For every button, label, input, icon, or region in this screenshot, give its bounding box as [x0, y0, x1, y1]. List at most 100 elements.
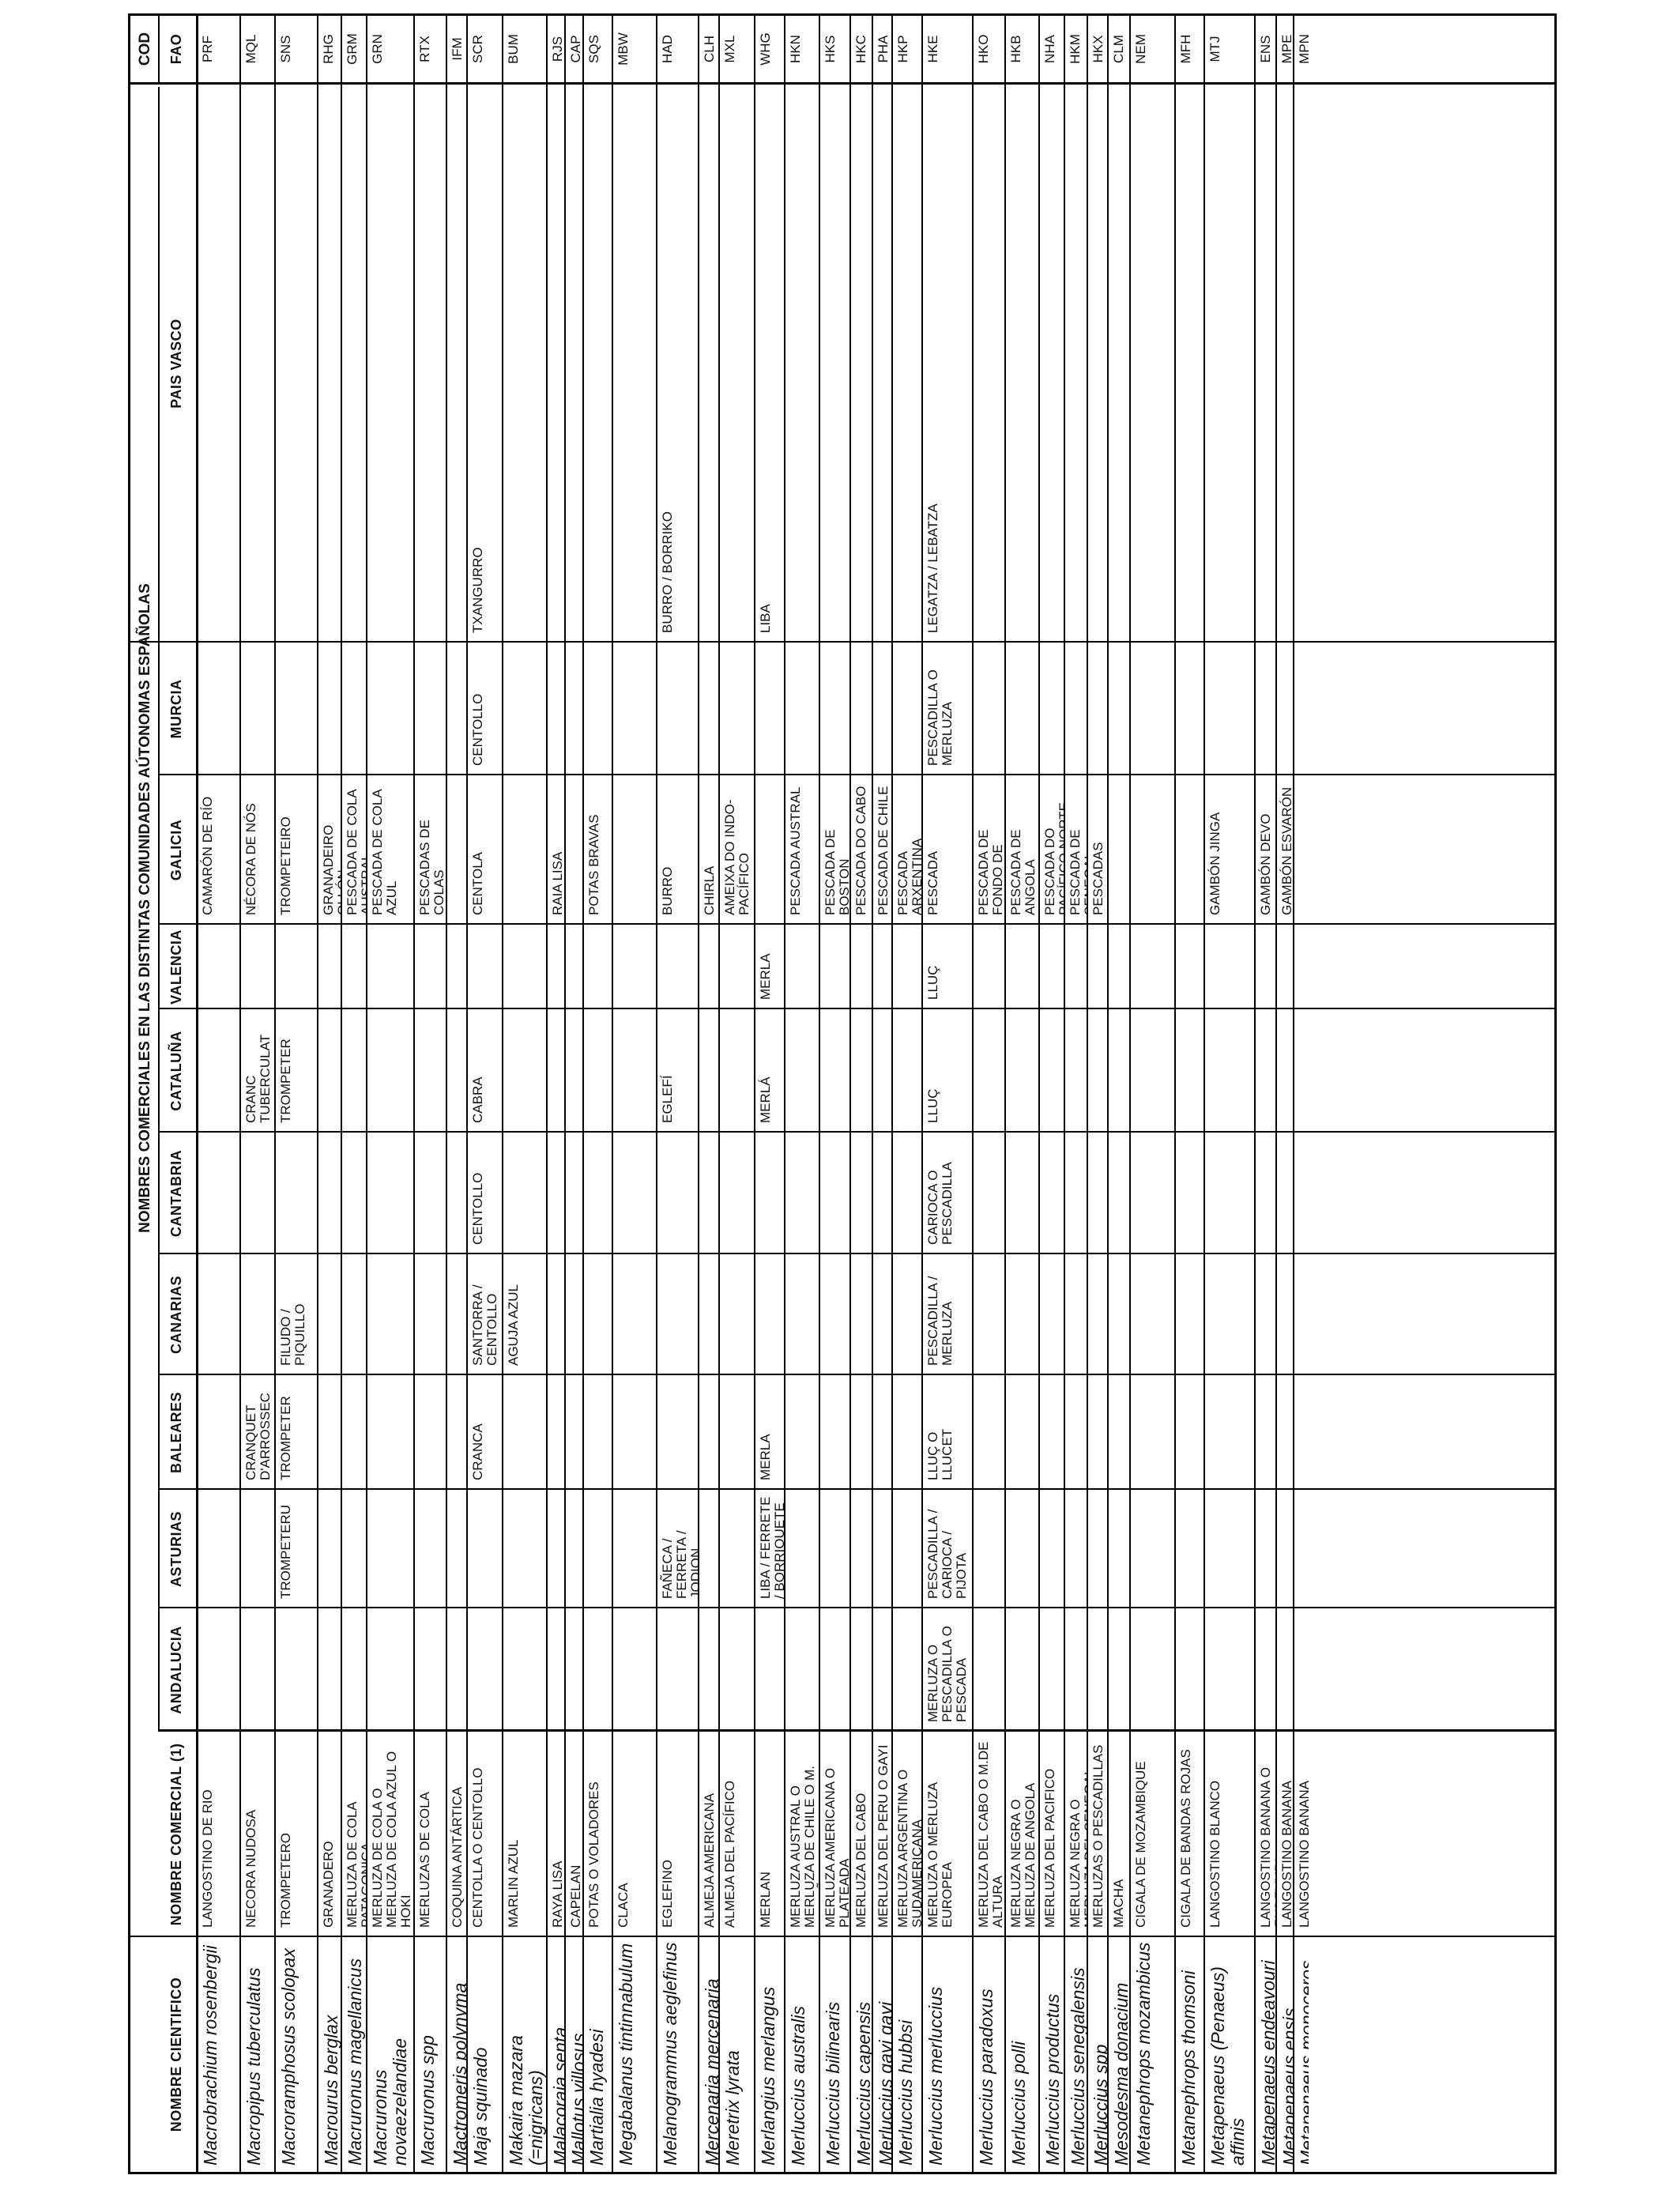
table-cell-galicia: BURRO — [660, 866, 675, 915]
table-cell-sci: Merluccius merluccius — [925, 1986, 946, 2166]
table-cell-asturias — [698, 1490, 718, 1608]
table-cell-cataluna — [502, 1009, 546, 1133]
table-cell-murcia — [582, 643, 612, 775]
table-cell-paisvasco — [1275, 85, 1293, 643]
table-cell-canarias — [546, 1254, 564, 1375]
table-cell-murcia — [891, 643, 921, 775]
table-cell-fao: WHG — [758, 32, 773, 66]
table-cell-cantabria — [754, 1133, 784, 1254]
table-cell-com: CENTOLLA O CENTOLLO — [470, 1767, 485, 1928]
cod-divider — [158, 16, 160, 85]
table-cell-asturias — [413, 1490, 446, 1608]
table-cell-sci: Melanogrammus aeglefinus — [660, 1942, 680, 2166]
table-cell-canarias — [1254, 1254, 1275, 1375]
table-cell-murcia — [502, 643, 546, 775]
table-cell-cataluna — [1293, 1009, 1309, 1133]
table-cell-com: MERLUZA AUSTRAL O MERLUZA DE CHILE O M. … — [788, 1766, 819, 1928]
table-cell-canarias — [972, 1254, 1004, 1375]
table-cell-canarias — [1129, 1254, 1174, 1375]
table-cell-cataluna: LLUÇ — [925, 1088, 940, 1123]
table-cell-paisvasco — [274, 85, 317, 643]
table-cell-asturias — [1064, 1490, 1087, 1608]
table-cell-andalucia — [1064, 1608, 1087, 1732]
table-cell-baleares: TROMPETER — [278, 1396, 293, 1480]
table-cell-fao: RHG — [321, 34, 336, 64]
table-cell-baleares — [972, 1375, 1004, 1490]
table-cell-sci: Mercenaria mercenaria — [702, 1978, 718, 2166]
table-cell-fao: PRF — [200, 36, 215, 62]
table-cell-cataluna: EGLEFÍ — [660, 1075, 675, 1123]
table-cell-cataluna — [698, 1009, 718, 1133]
table-cell-com: MERLUZA NEGRA O MERLUZA DE ANGOLA — [1008, 1782, 1038, 1928]
table-cell-asturias — [972, 1490, 1004, 1608]
table-cell-com: GRANADERO — [321, 1841, 336, 1928]
table-cell-baleares — [1064, 1375, 1087, 1490]
table-cell-cataluna — [1203, 1009, 1254, 1133]
table-cell-baleares — [502, 1375, 546, 1490]
table-cell-canarias — [413, 1254, 446, 1375]
table-cell-paisvasco — [239, 85, 274, 643]
table-cell-valencia — [502, 925, 546, 1009]
table-cell-galicia: CAMARÓN DE RÍO — [200, 796, 215, 915]
table-cell-sci: Mesodesma donacium — [1111, 1982, 1129, 2166]
table-cell-sci: Mallotus villosus — [568, 2033, 582, 2166]
table-cell-andalucia — [718, 1608, 754, 1732]
table-cell-canarias — [1203, 1254, 1254, 1375]
table-cell-baleares — [891, 1375, 921, 1490]
table-cell-andalucia — [1203, 1608, 1254, 1732]
table-cell-paisvasco — [317, 85, 341, 643]
table-cell-fao: SCR — [470, 35, 485, 63]
table-cell-asturias — [784, 1490, 819, 1608]
table-cell-asturias — [239, 1490, 274, 1608]
table-cell-cantabria — [446, 1133, 466, 1254]
table-cell-galicia — [1293, 775, 1309, 925]
table-cell-cataluna — [1004, 1009, 1038, 1133]
table-cell-murcia — [1087, 643, 1107, 775]
table-cell-baleares — [849, 1375, 872, 1490]
table-cell-fao: GRN — [370, 34, 385, 64]
table-cell-com: POTAS O VOLADORES — [586, 1781, 601, 1928]
table-cell-canarias — [1038, 1254, 1064, 1375]
table-cell-valencia — [718, 925, 754, 1009]
table-cell-cantabria — [784, 1133, 819, 1254]
table-cell-asturias — [546, 1490, 564, 1608]
table-cell-murcia — [1275, 643, 1293, 775]
table-cell-cantabria — [366, 1133, 413, 1254]
table-cell-valencia — [564, 925, 582, 1009]
table-cell-fao: SQS — [586, 35, 601, 63]
table-cell-com: MERLUZA AMERICANA O PLATEADA — [823, 1767, 849, 1928]
table-cell-paisvasco — [502, 85, 546, 643]
table-cell-paisvasco — [1004, 85, 1038, 643]
table-cell-cataluna — [849, 1009, 872, 1133]
column-header-canarias: CANARIAS — [168, 1276, 184, 1355]
table-cell-cantabria — [317, 1133, 341, 1254]
table-cell-sci: Malacoraja senta — [550, 2026, 564, 2166]
table-cell-cantabria — [1107, 1133, 1129, 1254]
table-cell-valencia: MERLA — [758, 953, 773, 1000]
table-cell-galicia: PESCADA DO CABO — [853, 786, 868, 915]
table-cell-canarias — [446, 1254, 466, 1375]
table-cell-cataluna — [972, 1009, 1004, 1133]
table-cell-cataluna: MERLÁ — [758, 1076, 773, 1123]
table-cell-cataluna — [1064, 1009, 1087, 1133]
table-cell-cantabria — [656, 1133, 698, 1254]
table-cell-andalucia — [341, 1608, 366, 1732]
table-cell-galicia — [612, 775, 656, 925]
table-cell-baleares — [1107, 1375, 1129, 1490]
table-cell-sci: Merluccius hubbsi — [895, 2019, 916, 2166]
table-cell-galicia — [564, 775, 582, 925]
table-cell-asturias — [502, 1490, 546, 1608]
table-cell-fao: HKN — [788, 35, 803, 63]
table-cell-andalucia — [274, 1608, 317, 1732]
table-cell-cataluna: CRANC TUBERCULAT — [243, 1034, 273, 1123]
table-cell-baleares — [1275, 1375, 1293, 1490]
table-cell-cantabria — [239, 1133, 274, 1254]
table-cell-murcia — [196, 643, 239, 775]
table-cell-valencia — [446, 925, 466, 1009]
table-cell-valencia — [819, 925, 849, 1009]
table-cell-murcia — [1004, 643, 1038, 775]
table-cell-cataluna — [582, 1009, 612, 1133]
table-cell-galicia: PESCADA DE BOSTON — [823, 829, 849, 915]
table-cell-cataluna — [1107, 1009, 1129, 1133]
table-cell-asturias — [1203, 1490, 1254, 1608]
